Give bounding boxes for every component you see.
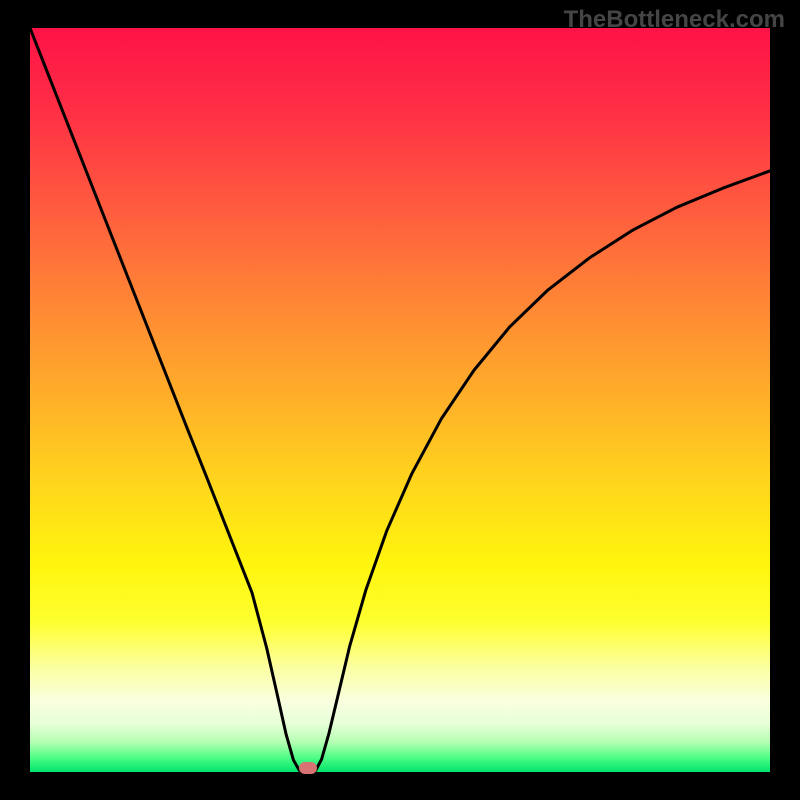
optimal-point-marker bbox=[299, 762, 317, 774]
bottleneck-curve bbox=[30, 28, 770, 772]
plot-area bbox=[30, 28, 770, 772]
chart-outer-frame: TheBottleneck.com bbox=[0, 0, 800, 800]
curve-path bbox=[30, 28, 770, 772]
